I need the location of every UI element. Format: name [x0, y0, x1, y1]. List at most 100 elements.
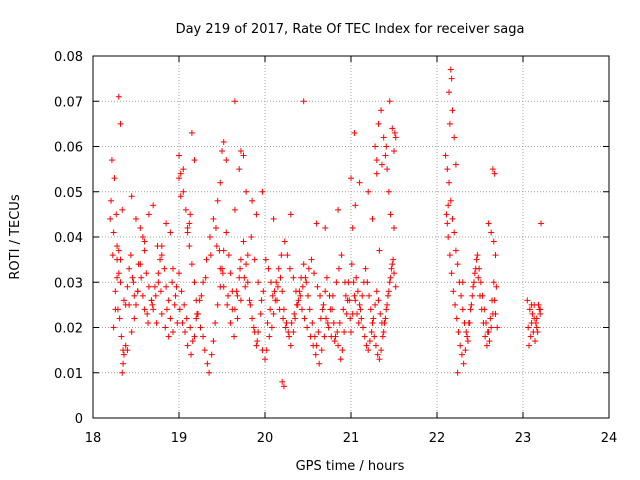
data-point [240, 238, 247, 245]
data-point [464, 338, 471, 345]
data-point [381, 319, 388, 326]
data-point [145, 319, 152, 326]
data-point [204, 360, 211, 367]
data-point [389, 261, 396, 268]
data-point [352, 202, 359, 209]
data-point [263, 347, 270, 354]
data-point [531, 315, 538, 322]
data-point [139, 292, 146, 299]
data-point [302, 274, 309, 281]
data-point [343, 310, 350, 317]
data-point [465, 319, 472, 326]
data-point [284, 252, 291, 259]
data-point [212, 319, 219, 326]
data-point [286, 333, 293, 340]
data-point [525, 324, 532, 331]
data-point [207, 252, 214, 259]
data-point [152, 292, 159, 299]
data-point [155, 279, 162, 286]
data-point [165, 297, 172, 304]
x-tick-label: 22 [429, 431, 446, 446]
data-point [491, 297, 498, 304]
data-point [459, 279, 466, 286]
data-point [134, 288, 141, 295]
data-point [388, 265, 395, 272]
data-point [244, 279, 251, 286]
data-point [303, 279, 310, 286]
data-point [297, 292, 304, 299]
data-point [369, 319, 376, 326]
data-point [288, 319, 295, 326]
data-point [203, 256, 210, 263]
data-point [268, 324, 275, 331]
data-point [476, 265, 483, 272]
data-point [229, 306, 236, 313]
data-points [107, 66, 545, 390]
data-point [447, 197, 454, 204]
data-point [154, 243, 161, 250]
chart-title: Day 219 of 2017, Rate Of TEC Index for r… [176, 22, 525, 37]
grid-lines [93, 56, 609, 418]
data-point [453, 315, 460, 322]
data-point [139, 234, 146, 240]
data-point [494, 324, 501, 331]
data-point [450, 288, 457, 295]
data-point [378, 107, 385, 114]
data-point [233, 288, 240, 295]
data-point [262, 356, 268, 363]
data-point [290, 329, 297, 336]
data-point [277, 274, 284, 281]
data-point [201, 347, 208, 354]
data-point [524, 297, 531, 304]
data-point [311, 270, 318, 277]
data-point [384, 301, 391, 308]
data-point [490, 279, 497, 286]
x-tick-label: 19 [171, 431, 188, 446]
data-point [301, 315, 308, 322]
x-tick-label: 21 [343, 431, 360, 446]
data-point [141, 238, 148, 245]
data-point [167, 229, 174, 236]
data-point [128, 193, 135, 200]
data-point [248, 234, 255, 240]
data-point [487, 315, 494, 322]
data-point [368, 329, 375, 336]
data-point [269, 292, 276, 299]
data-point [118, 333, 125, 340]
data-point [458, 351, 465, 358]
data-point [265, 265, 272, 272]
data-point [120, 351, 127, 358]
data-point [335, 265, 342, 272]
data-point [260, 288, 267, 295]
data-point [143, 270, 150, 277]
data-point [188, 261, 195, 268]
data-point [529, 310, 536, 317]
data-point [131, 292, 138, 299]
data-point [176, 152, 182, 159]
data-point [313, 220, 320, 227]
data-point [486, 338, 493, 345]
data-point [163, 283, 170, 290]
data-point [210, 338, 217, 345]
data-point [236, 166, 243, 173]
data-point [347, 315, 354, 322]
data-point [108, 197, 115, 204]
data-point [193, 315, 200, 322]
data-point [255, 329, 262, 336]
data-point [194, 310, 201, 317]
data-point [243, 261, 250, 268]
data-point [145, 283, 152, 290]
data-point [376, 356, 383, 363]
data-point [390, 256, 397, 263]
data-point [155, 270, 162, 277]
data-point [111, 175, 118, 182]
data-point [329, 292, 336, 299]
data-point [250, 324, 257, 331]
data-point [475, 274, 482, 281]
data-point [191, 157, 198, 164]
data-point [270, 215, 277, 222]
data-point [237, 265, 244, 272]
data-point [366, 292, 373, 299]
x-tick-label: 23 [515, 431, 532, 446]
data-point [323, 274, 330, 281]
